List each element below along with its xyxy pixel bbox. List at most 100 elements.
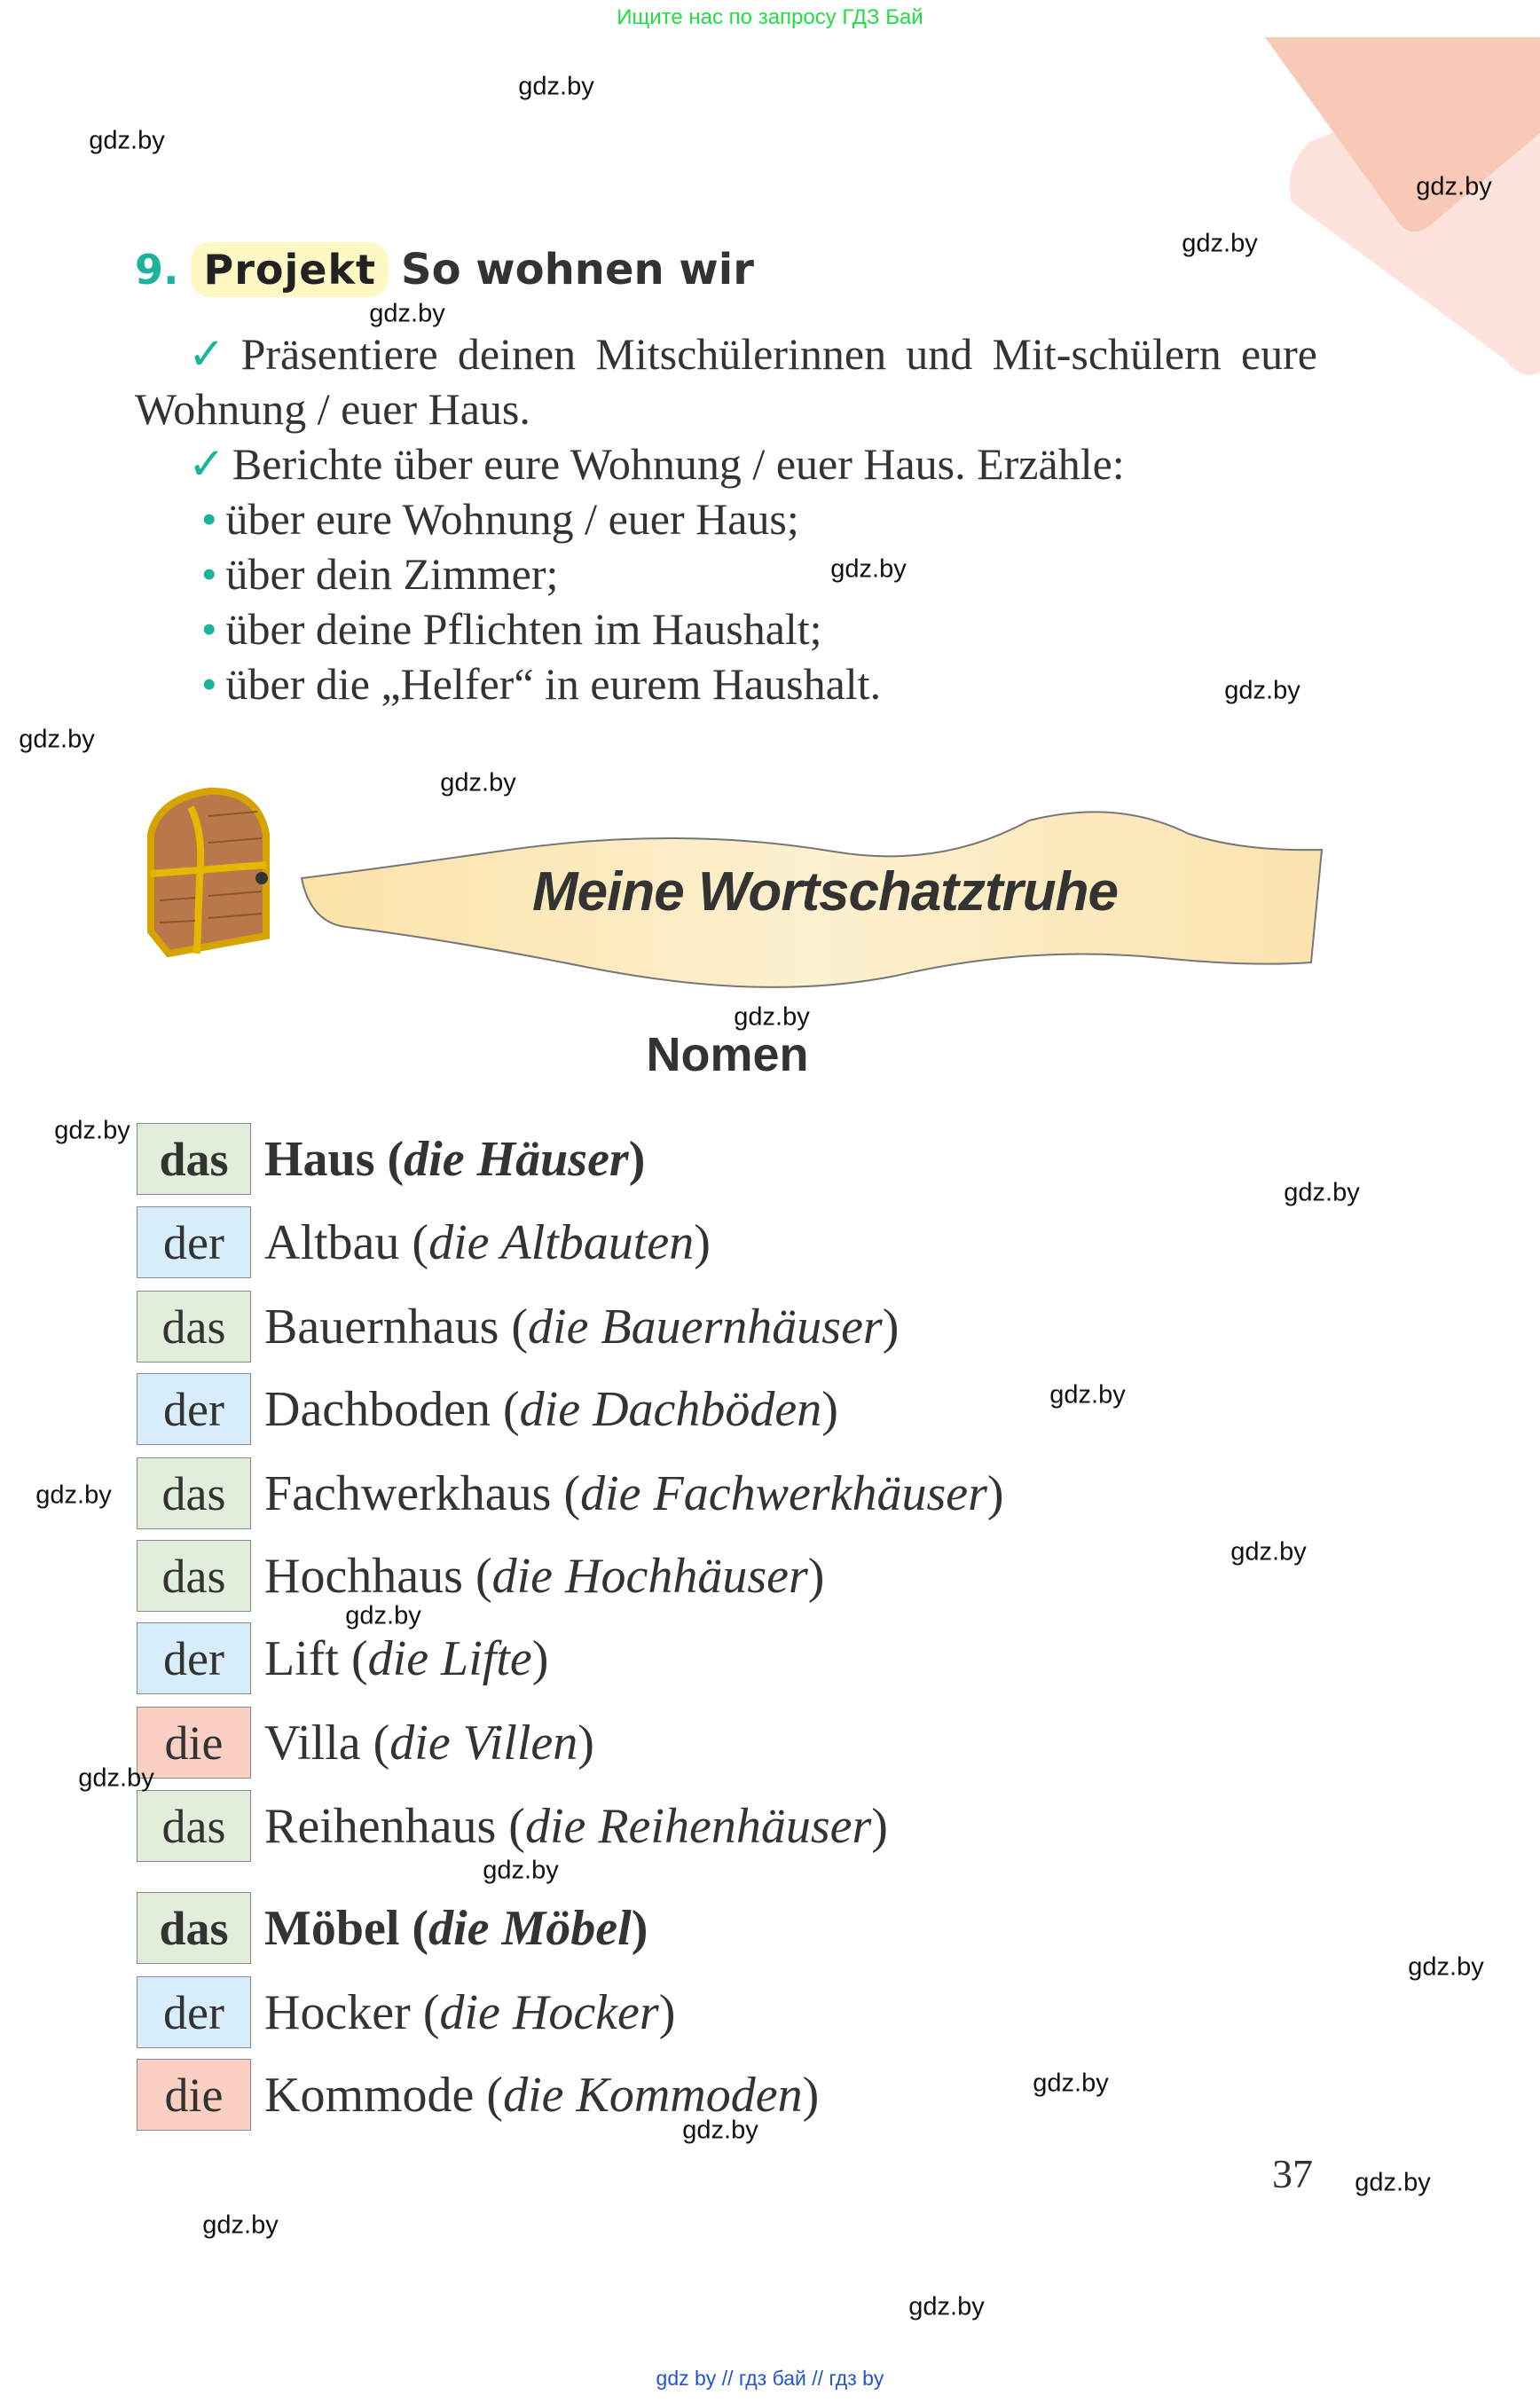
noun-singular: Möbel	[264, 1900, 400, 1956]
noun-singular: Hochhaus	[264, 1548, 463, 1604]
watermark: gdz.by	[35, 1480, 112, 1510]
article-box: der	[137, 1206, 251, 1278]
noun-plural: die Reihenhäuser	[524, 1798, 872, 1854]
article-box: das	[137, 1291, 251, 1362]
noun-plural: die Bauernhäuser	[528, 1299, 883, 1355]
section-title: Nomen	[646, 1028, 809, 1081]
article-box: die	[137, 1707, 251, 1779]
checkmark-icon: ✓	[188, 439, 225, 489]
watermark: gdz.by	[830, 554, 907, 584]
noun-singular: Villa	[264, 1715, 361, 1771]
bullet-item: • über die „Helfer“ in eurem Haushalt.	[201, 659, 882, 709]
noun-row: das Hochhaus (die Hochhäuser)	[137, 1540, 824, 1612]
noun-plural: die Villen	[389, 1715, 578, 1771]
decorative-corner-shapes	[1265, 37, 1540, 375]
noun-plural: die Lifte	[367, 1630, 532, 1686]
watermark: gdz.by	[202, 2211, 279, 2240]
noun-singular: Dachboden	[264, 1381, 491, 1437]
task-number: 9.	[135, 246, 179, 294]
article-box: der	[137, 1373, 251, 1445]
wortschatz-banner	[147, 787, 1324, 988]
noun-singular: Fachwerkhaus	[264, 1465, 552, 1521]
page-number: 37	[1272, 2151, 1313, 2196]
watermark: gdz.by	[1224, 676, 1300, 705]
noun-entry: Villa (die Villen)	[264, 1715, 594, 1771]
noun-row: das Möbel (die Möbel)	[137, 1892, 648, 1964]
task-body: ✓ Präsentiere deinen Mitschülerinnen und …	[135, 326, 1317, 711]
task-title: So wohnen wir	[401, 245, 754, 294]
bullet-item: • über dein Zimmer;	[201, 549, 559, 599]
noun-row: der Dachboden (die Dachböden)	[137, 1373, 838, 1445]
bullet-icon: •	[201, 604, 217, 654]
watermark: gdz.by	[682, 2116, 758, 2145]
noun-row: der Altbau (die Altbauten)	[137, 1206, 711, 1278]
noun-row: das Haus (die Häuser)	[137, 1123, 645, 1195]
checkmark-icon: ✓	[188, 329, 234, 379]
noun-entry: Altbau (die Altbauten)	[264, 1214, 711, 1270]
bullet-icon: •	[201, 659, 217, 709]
article-box: das	[137, 1457, 251, 1529]
article-box: das	[137, 1540, 251, 1612]
watermark: gdz.by	[1049, 1380, 1126, 1410]
noun-plural: die Kommoden	[503, 2067, 803, 2123]
noun-row: der Hocker (die Hocker)	[137, 1976, 675, 2048]
watermark: gdz.by	[1284, 1178, 1360, 1207]
noun-entry: Bauernhaus (die Bauernhäuser)	[264, 1299, 900, 1355]
noun-singular: Lift	[264, 1630, 339, 1686]
noun-entry: Möbel (die Möbel)	[264, 1900, 648, 1956]
watermark: gdz.by	[89, 126, 165, 155]
noun-entry: Hocker (die Hocker)	[264, 1984, 676, 2040]
watermark: gdz.by	[1416, 172, 1492, 201]
task-header: 9. Projekt So wohnen wir	[135, 241, 754, 298]
article-box: das	[137, 1790, 251, 1862]
watermark: gdz.by	[345, 1601, 421, 1630]
article-box: der	[137, 1622, 251, 1694]
noun-plural: die Dachböden	[519, 1381, 822, 1437]
bullet-icon: •	[201, 549, 217, 599]
watermark: gdz.by	[1230, 1537, 1307, 1567]
watermark: gdz.by	[78, 1763, 154, 1793]
noun-row: der Lift (die Lifte)	[137, 1622, 548, 1694]
noun-singular: Hocker	[264, 1984, 411, 2040]
watermark: gdz.by	[1355, 2168, 1431, 2197]
noun-entry: Haus (die Häuser)	[264, 1131, 646, 1187]
noun-singular: Reihenhaus	[264, 1798, 497, 1854]
watermark: gdz.by	[1033, 2069, 1109, 2098]
noun-entry: Hochhaus (die Hochhäuser)	[264, 1548, 825, 1604]
noun-plural: die Häuser	[404, 1131, 629, 1187]
instruction-2: ✓ Berichte über eure Wohnung / euer Haus.…	[188, 439, 1125, 489]
projekt-badge: Projekt	[191, 242, 389, 297]
watermark: gdz.by	[908, 2292, 985, 2321]
article-box: die	[137, 2059, 251, 2131]
article-box: das	[137, 1892, 251, 1964]
bullet-item: • über eure Wohnung / euer Haus;	[201, 494, 799, 544]
watermark: gdz.by	[1182, 229, 1258, 258]
noun-entry: Lift (die Lifte)	[264, 1630, 549, 1686]
noun-singular: Bauernhaus	[264, 1299, 499, 1355]
treasure-chest-icon	[147, 787, 270, 958]
noun-plural: die Fachwerkhäuser	[580, 1465, 987, 1521]
banner-title: Meine Wortschatztruhe	[532, 861, 1119, 923]
watermark: gdz.by	[518, 72, 594, 101]
bullet-item: • über deine Pflichten im Haushalt;	[201, 604, 822, 654]
article-box: das	[137, 1123, 251, 1195]
watermark: gdz.by	[54, 1116, 130, 1145]
bullet-icon: •	[201, 494, 217, 544]
noun-plural: die Altbauten	[428, 1214, 695, 1270]
noun-entry: Fachwerkhaus (die Fachwerkhäuser)	[264, 1465, 1004, 1521]
noun-entry: Dachboden (die Dachböden)	[264, 1381, 838, 1437]
article-box: der	[137, 1976, 251, 2048]
watermark: gdz.by	[1408, 1952, 1484, 1982]
instruction-1: ✓ Präsentiere deinen Mitschülerinnen und …	[135, 329, 1317, 434]
noun-row: die Villa (die Villen)	[137, 1707, 594, 1779]
noun-singular: Altbau	[264, 1214, 400, 1270]
watermark: gdz.by	[369, 299, 445, 328]
search-hint-banner: Ищите нас по запросу ГДЗ Бай	[617, 5, 923, 29]
noun-row: das Reihenhaus (die Reihenhäuser)	[137, 1790, 888, 1862]
noun-singular: Kommode	[264, 2067, 475, 2123]
noun-entry: Reihenhaus (die Reihenhäuser)	[264, 1798, 888, 1854]
noun-singular: Haus	[264, 1131, 375, 1187]
noun-entry: Kommode (die Kommoden)	[264, 2067, 820, 2123]
watermark: gdz.by	[734, 1002, 810, 1032]
noun-plural: die Hocker	[439, 1984, 659, 2040]
